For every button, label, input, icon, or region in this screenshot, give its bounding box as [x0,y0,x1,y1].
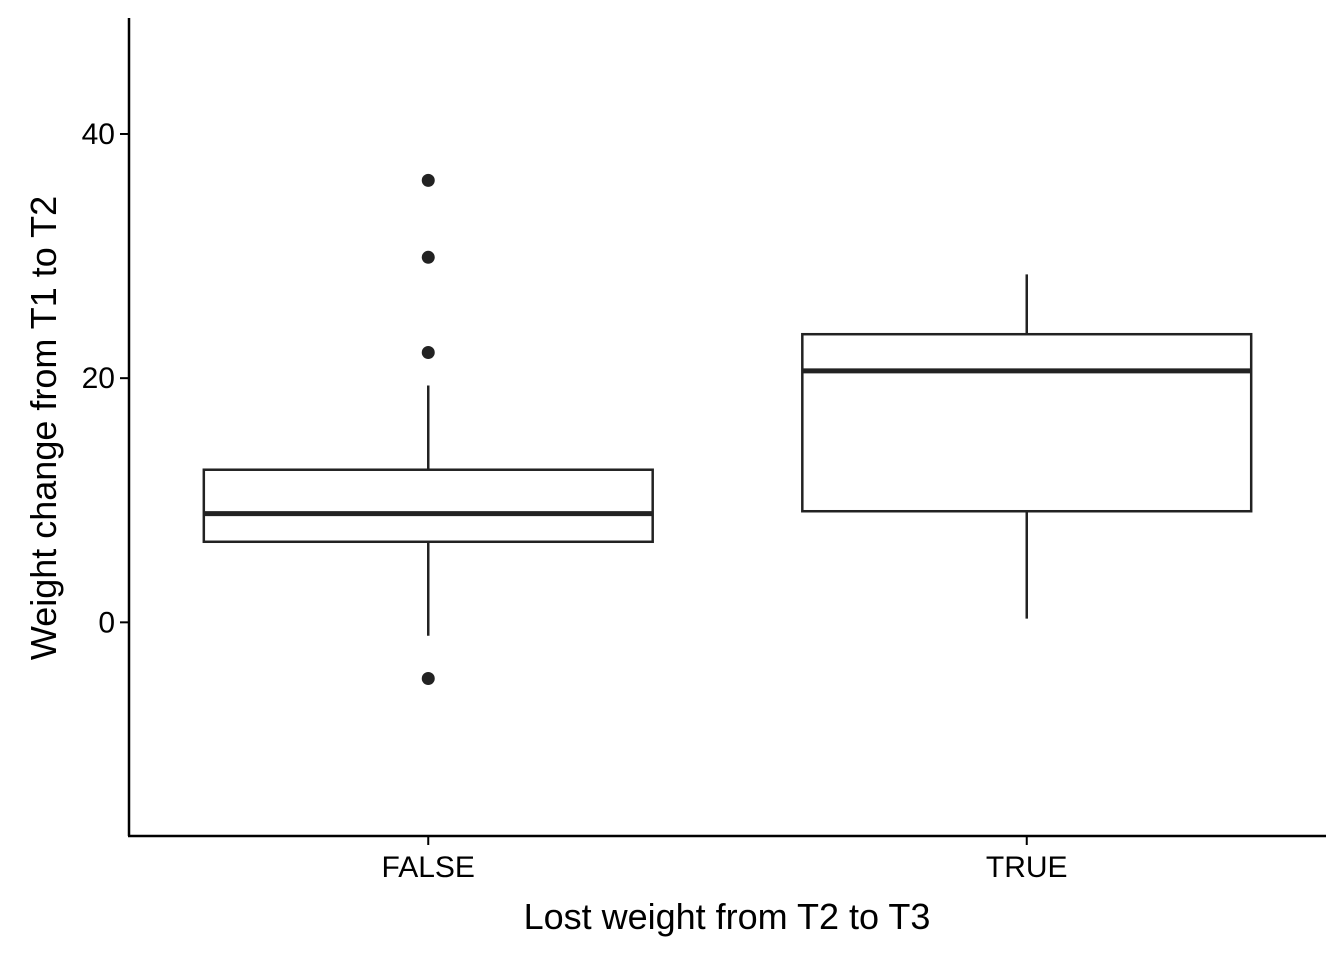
y-axis-ticks: 0 20 40 [82,118,129,639]
y-tick-label: 20 [82,362,115,395]
outlier-point [421,173,435,187]
y-tick-label: 40 [82,118,115,151]
y-tick-label: 0 [98,606,115,639]
x-axis-ticks: FALSE TRUE [382,836,1068,884]
plot-area [202,173,1253,686]
box-false [202,173,654,686]
outlier-point [421,672,435,686]
outlier-point [421,250,435,264]
y-axis-title: Weight change from T1 to T2 [23,196,64,660]
outlier-point [421,346,435,360]
x-tick-label: FALSE [382,851,475,884]
x-axis-title: Lost weight from T2 to T3 [524,896,931,937]
iqr-box [801,332,1253,513]
x-tick-label: TRUE [986,851,1068,884]
box-true [801,274,1253,619]
iqr-box [202,468,654,544]
